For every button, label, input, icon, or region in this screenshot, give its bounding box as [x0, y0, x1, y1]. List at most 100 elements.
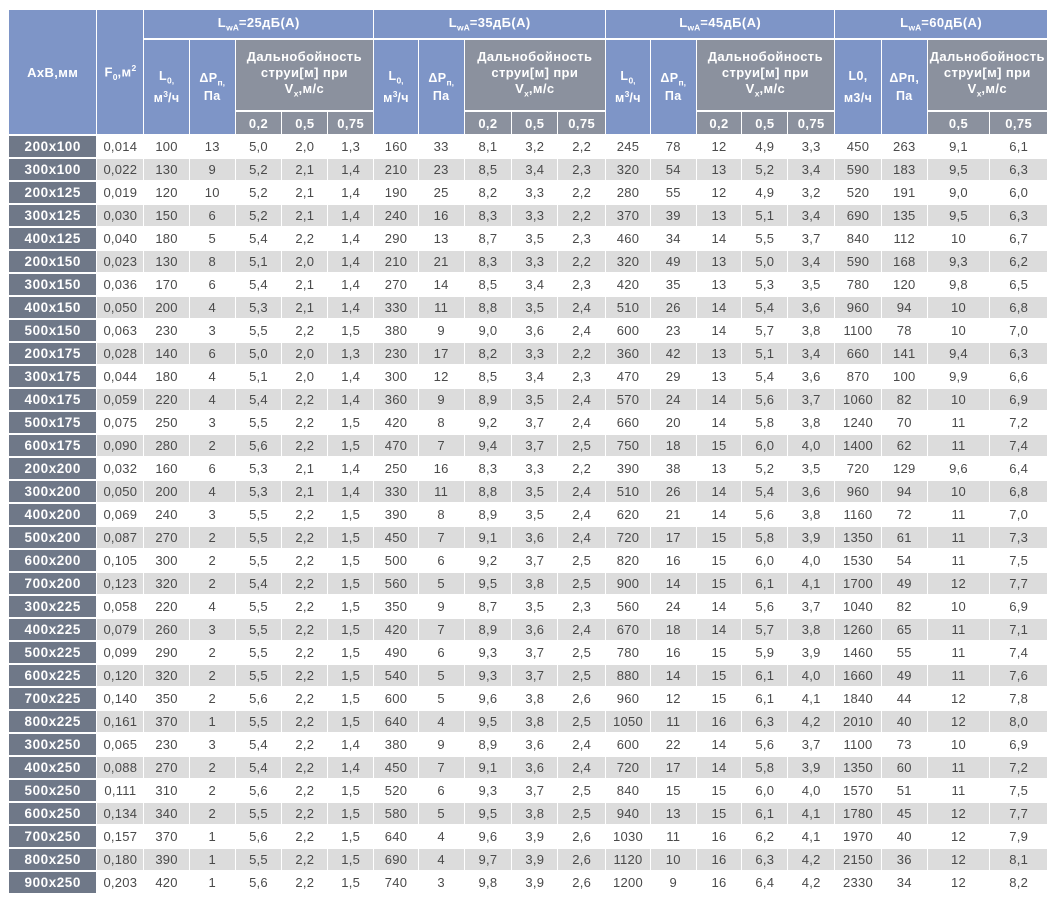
- value-cell: 880: [606, 665, 650, 686]
- value-cell: 7,6: [990, 665, 1047, 686]
- value-cell: 15: [696, 688, 742, 709]
- value-cell: 660: [835, 343, 881, 364]
- value-cell: 250: [374, 458, 418, 479]
- value-cell: 340: [144, 803, 189, 824]
- value-cell: 1,5: [328, 435, 374, 456]
- value-cell: 2,5: [558, 642, 606, 663]
- value-cell: 245: [606, 136, 650, 157]
- value-cell: 13: [696, 274, 742, 295]
- value-cell: 14: [696, 228, 742, 249]
- size-cell: 500x200: [9, 527, 97, 548]
- value-cell: 3,8: [512, 688, 558, 709]
- value-cell: 1,5: [328, 527, 374, 548]
- table-row: 300x100 0,022 130 9 5,2 2,1 1,4 210 23 8,5 3,4 2,3 3…: [9, 159, 1047, 180]
- value-cell: 6,0: [742, 435, 788, 456]
- value-cell: 280: [606, 182, 650, 203]
- value-cell: 8,2: [464, 182, 512, 203]
- value-cell: 3,5: [512, 481, 558, 502]
- value-cell: 11: [650, 711, 696, 732]
- header-pressure-35db: ΔPп, Па: [418, 40, 464, 134]
- value-cell: 45: [881, 803, 927, 824]
- value-cell: 6,1: [742, 803, 788, 824]
- value-cell: 25: [418, 182, 464, 203]
- value-cell: 640: [374, 711, 418, 732]
- value-cell: 750: [606, 435, 650, 456]
- value-cell: 2,0: [282, 343, 328, 364]
- value-cell: 380: [374, 734, 418, 755]
- size-cell: 700x225: [9, 688, 97, 709]
- value-cell: 270: [374, 274, 418, 295]
- value-cell: 13: [696, 458, 742, 479]
- value-cell: 290: [144, 642, 189, 663]
- table-row: 500x250 0,111 310 2 5,6 2,2 1,5 520 6 9,3 3,7 2,5 84…: [9, 780, 1047, 801]
- value-cell: 4,2: [788, 872, 835, 893]
- value-cell: 5,5: [235, 596, 282, 617]
- value-cell: 520: [835, 182, 881, 203]
- value-cell: 5,2: [742, 458, 788, 479]
- size-cell: 200x125: [9, 182, 97, 203]
- value-cell: 34: [650, 228, 696, 249]
- table-row: 200x100 0,014 100 13 5,0 2,0 1,3 160 33 8,1 3,2 2,2…: [9, 136, 1047, 157]
- value-cell: 5,5: [235, 504, 282, 525]
- value-cell: 13: [418, 228, 464, 249]
- value-cell: 14: [696, 297, 742, 318]
- value-cell: 6,1: [990, 136, 1047, 157]
- value-cell: 1400: [835, 435, 881, 456]
- size-cell: 500x250: [9, 780, 97, 801]
- value-cell: 5,4: [235, 389, 282, 410]
- value-cell: 3,4: [788, 159, 835, 180]
- value-cell: 5,5: [235, 803, 282, 824]
- value-cell: 5,5: [235, 320, 282, 341]
- value-cell: 5,8: [742, 412, 788, 433]
- value-cell: 9: [189, 159, 235, 180]
- value-cell: 35: [650, 274, 696, 295]
- value-cell: 1840: [835, 688, 881, 709]
- value-cell: 12: [650, 688, 696, 709]
- value-cell: 370: [144, 826, 189, 847]
- value-cell: 12: [696, 136, 742, 157]
- value-cell: 7,5: [990, 550, 1047, 571]
- value-cell: 6: [189, 343, 235, 364]
- value-cell: 1,5: [328, 711, 374, 732]
- value-cell: 5: [418, 688, 464, 709]
- value-cell: 5,8: [742, 757, 788, 778]
- value-cell: 3,4: [788, 205, 835, 226]
- value-cell: 0,120: [97, 665, 144, 686]
- value-cell: 2,6: [558, 849, 606, 870]
- value-cell: 8,5: [464, 366, 512, 387]
- value-cell: 2,6: [558, 688, 606, 709]
- value-cell: 11: [418, 481, 464, 502]
- value-cell: 2: [189, 780, 235, 801]
- value-cell: 390: [374, 504, 418, 525]
- table-row: 200x125 0,019 120 10 5,2 2,1 1,4 190 25 8,2 3,3 2,2…: [9, 182, 1047, 203]
- value-cell: 8,3: [464, 458, 512, 479]
- value-cell: 2,2: [282, 527, 328, 548]
- value-cell: 6,2: [990, 251, 1047, 272]
- value-cell: 670: [606, 619, 650, 640]
- value-cell: 13: [650, 803, 696, 824]
- value-cell: 150: [144, 205, 189, 226]
- value-cell: 3,8: [788, 504, 835, 525]
- value-cell: 2: [189, 550, 235, 571]
- value-cell: 10: [927, 734, 990, 755]
- value-cell: 2: [189, 642, 235, 663]
- value-cell: 1,4: [328, 734, 374, 755]
- value-cell: 9: [418, 389, 464, 410]
- value-cell: 0,036: [97, 274, 144, 295]
- header-velocity-45-075: 0,75: [788, 112, 835, 134]
- value-cell: 3: [189, 734, 235, 755]
- table-row: 300x150 0,036 170 6 5,4 2,1 1,4 270 14 8,5 3,4 2,3 4…: [9, 274, 1047, 295]
- value-cell: 2,4: [558, 320, 606, 341]
- value-cell: 1: [189, 849, 235, 870]
- value-cell: 8,8: [464, 297, 512, 318]
- value-cell: 0,079: [97, 619, 144, 640]
- value-cell: 16: [650, 550, 696, 571]
- value-cell: 2,2: [282, 389, 328, 410]
- value-cell: 5,3: [235, 297, 282, 318]
- value-cell: 78: [650, 136, 696, 157]
- value-cell: 2: [189, 527, 235, 548]
- value-cell: 78: [881, 320, 927, 341]
- value-cell: 140: [144, 343, 189, 364]
- value-cell: 9,6: [464, 826, 512, 847]
- size-cell: 300x100: [9, 159, 97, 180]
